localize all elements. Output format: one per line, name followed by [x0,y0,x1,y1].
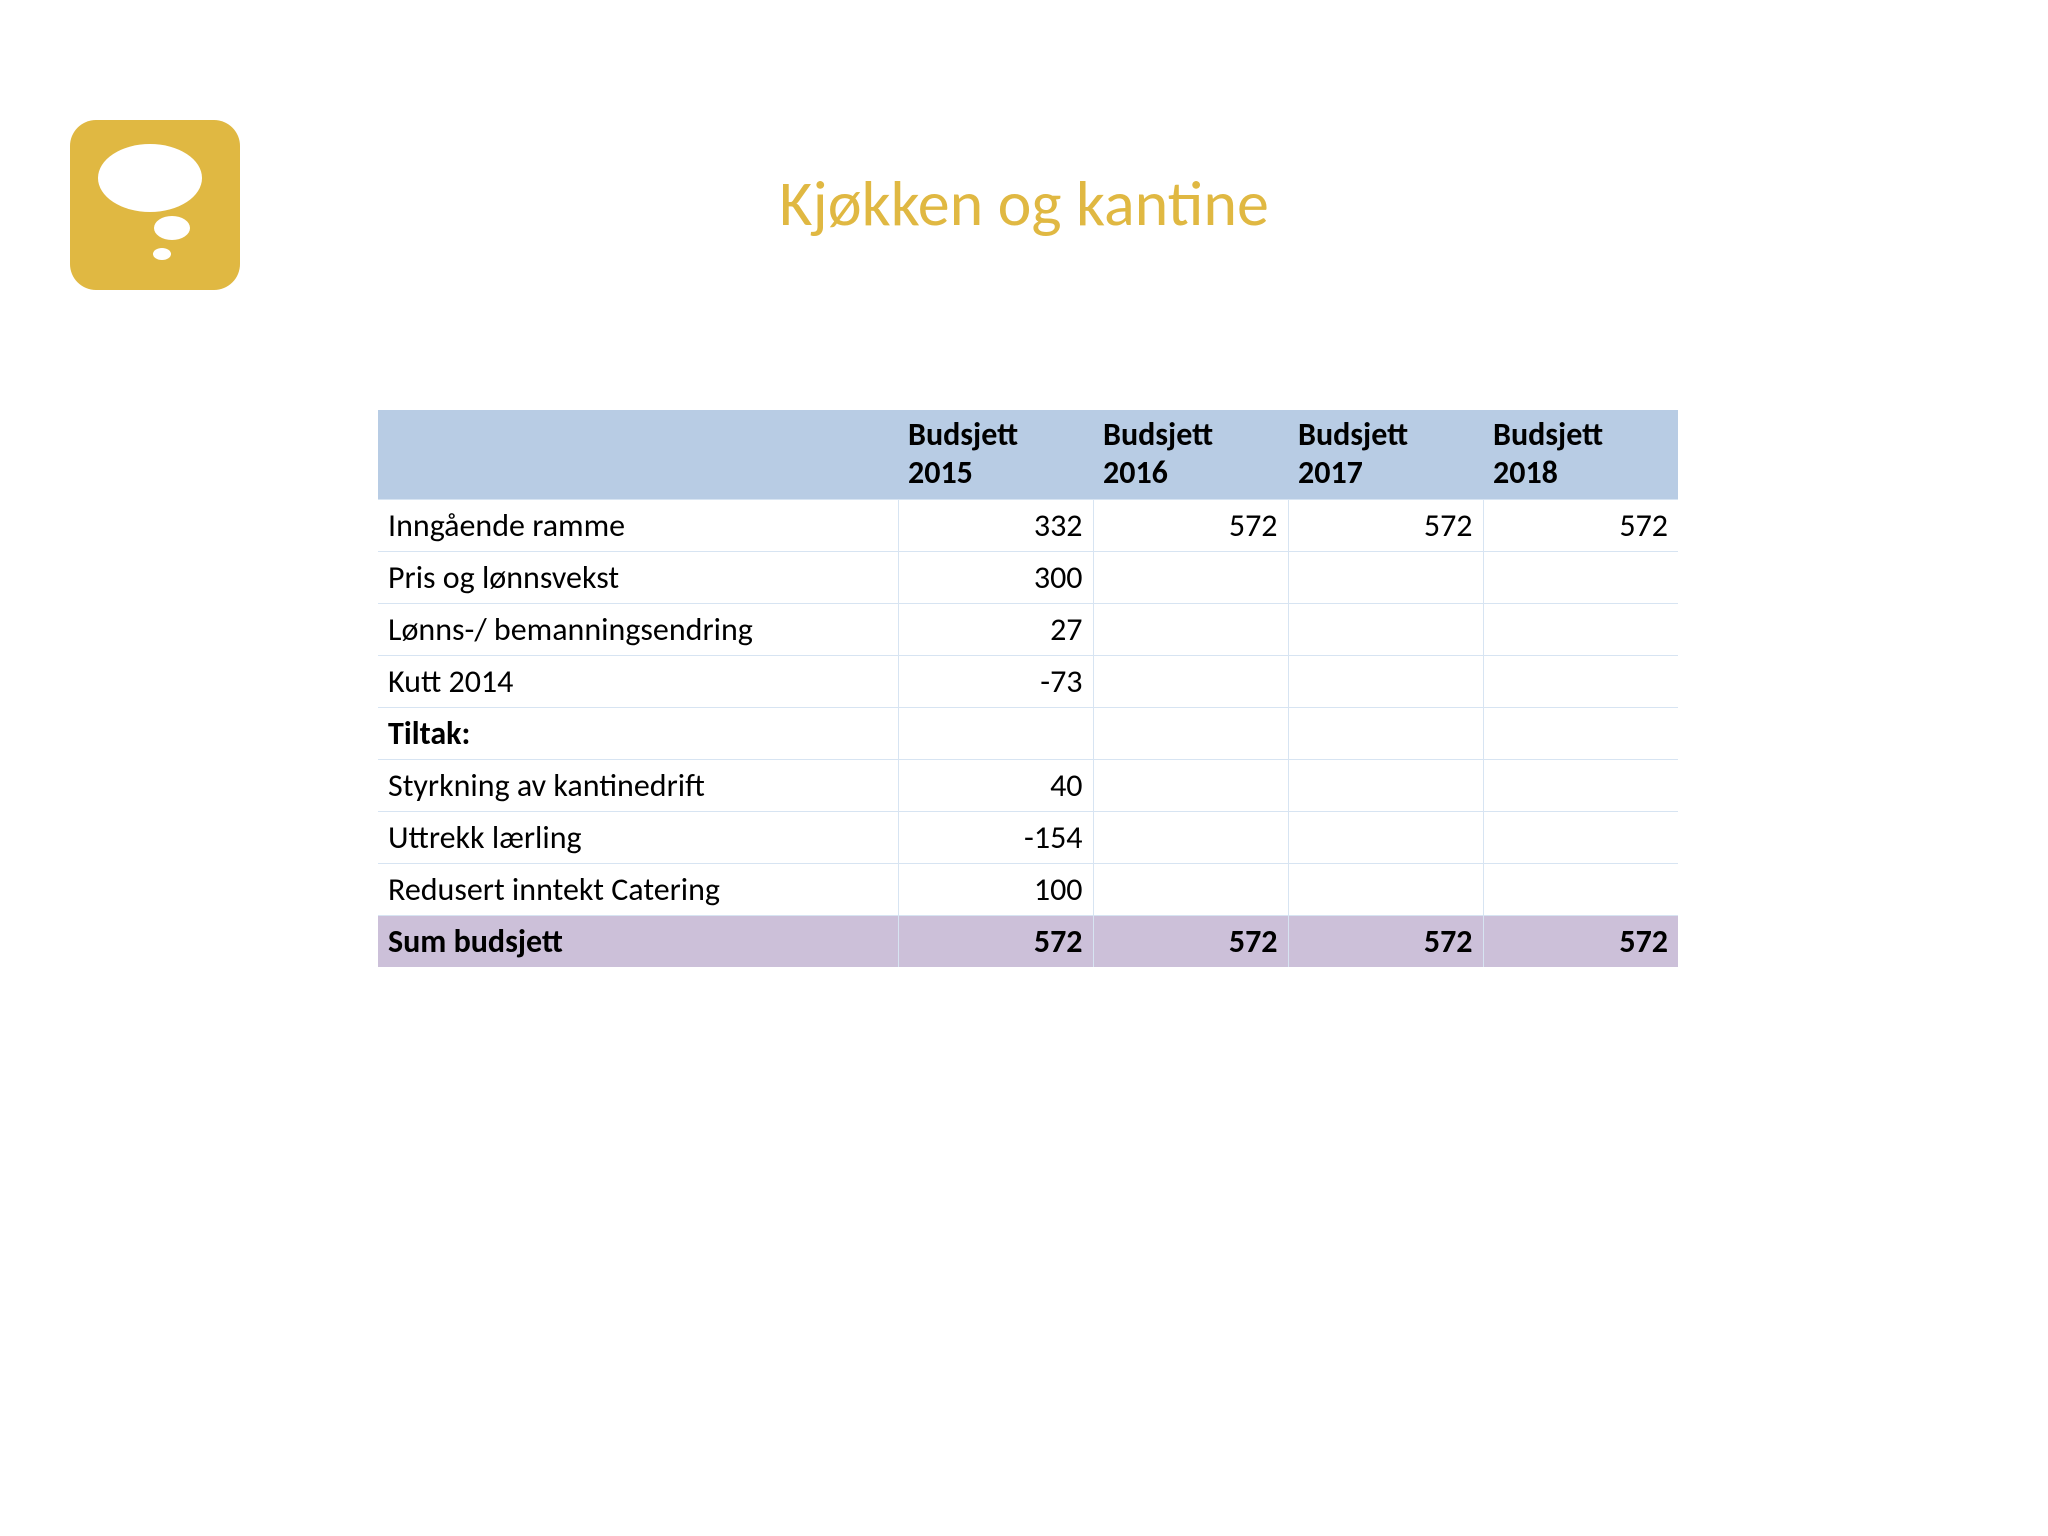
page-title: Kjøkken og kantine [0,165,2048,243]
col-header-3: Budsjett2017 [1288,410,1483,499]
row-label: Kutt 2014 [378,655,898,707]
cell: -73 [898,655,1093,707]
cell [1483,707,1678,759]
table-row: Tiltak: [378,707,1678,759]
cell [1483,655,1678,707]
cell [1483,863,1678,915]
row-label: Pris og lønnsvekst [378,551,898,603]
row-label: Uttrekk lærling [378,811,898,863]
table-row: Inngående ramme332572572572 [378,499,1678,551]
sum-cell: 572 [1288,915,1483,967]
sum-row: Sum budsjett572572572572 [378,915,1678,967]
budget-table: Budsjett2015Budsjett2016Budsjett2017Buds… [378,410,1678,967]
cell [1288,603,1483,655]
col-header-2: Budsjett2016 [1093,410,1288,499]
col-header-4: Budsjett2018 [1483,410,1678,499]
table-row: Lønns-/ bemanningsendring27 [378,603,1678,655]
cell [898,707,1093,759]
table-row: Redusert inntekt Catering100 [378,863,1678,915]
row-label: Redusert inntekt Catering [378,863,898,915]
cell: 572 [1288,499,1483,551]
cell [1288,759,1483,811]
col-header-1: Budsjett2015 [898,410,1093,499]
cell [1093,863,1288,915]
cell [1288,707,1483,759]
row-label: Styrkning av kantinedrift [378,759,898,811]
row-label: Inngående ramme [378,499,898,551]
cell: 332 [898,499,1093,551]
cell [1288,551,1483,603]
table-row: Styrkning av kantinedrift40 [378,759,1678,811]
cell [1288,811,1483,863]
cell [1093,655,1288,707]
cell [1483,759,1678,811]
col-header-label [378,410,898,499]
cell [1093,811,1288,863]
table-row: Pris og lønnsvekst300 [378,551,1678,603]
sum-label: Sum budsjett [378,915,898,967]
table-row: Uttrekk lærling-154 [378,811,1678,863]
cell: 40 [898,759,1093,811]
cell [1483,551,1678,603]
cell [1093,551,1288,603]
cell [1093,707,1288,759]
cell: 100 [898,863,1093,915]
cell [1288,863,1483,915]
cell: 300 [898,551,1093,603]
cell: 572 [1093,499,1288,551]
cell [1483,603,1678,655]
cell: -154 [898,811,1093,863]
cell [1483,811,1678,863]
table-row: Kutt 2014-73 [378,655,1678,707]
cell: 572 [1483,499,1678,551]
cell [1093,603,1288,655]
cell [1288,655,1483,707]
sum-cell: 572 [1483,915,1678,967]
cell: 27 [898,603,1093,655]
cell [1093,759,1288,811]
row-label: Lønns-/ bemanningsendring [378,603,898,655]
row-label: Tiltak: [378,707,898,759]
sum-cell: 572 [898,915,1093,967]
sum-cell: 572 [1093,915,1288,967]
